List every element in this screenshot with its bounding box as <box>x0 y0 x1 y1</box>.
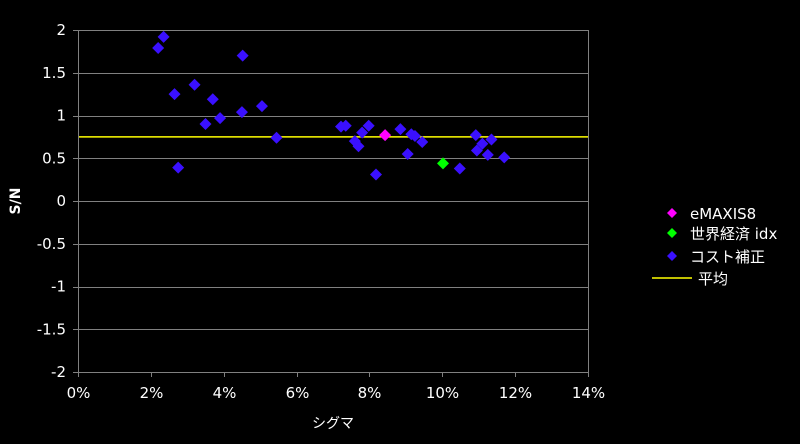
point-s2-19 <box>394 123 407 136</box>
point-s2-24 <box>453 162 466 175</box>
y-tick-labels: 2 1.5 1 0.5 0 -0.5 -1 -1.5 -2 <box>37 21 78 381</box>
point-s2-17 <box>362 119 375 132</box>
point-s2-27 <box>476 137 489 150</box>
point-s2-22 <box>408 130 421 143</box>
point-s2-0 <box>152 41 165 54</box>
legend: eMAXIS8 世界経済 idx コスト補正 平均 <box>652 205 777 288</box>
point-s2-11 <box>270 131 283 144</box>
point-s2-16 <box>356 126 369 139</box>
point-s0-0 <box>379 129 392 142</box>
legend-label-cost-adjusted: コスト補正 <box>690 248 765 266</box>
point-s2-20 <box>401 147 414 160</box>
y-tick-label-5: -0.5 <box>37 235 66 253</box>
point-s2-18 <box>369 168 382 181</box>
x-tick-label-0: 0% <box>67 384 91 402</box>
y-tick-label-4: 0 <box>56 192 66 210</box>
y-tick-label-0: 2 <box>56 21 66 39</box>
data-points <box>152 30 511 181</box>
x-tick-label-1: 2% <box>140 384 164 402</box>
y-tick-label-2: 1 <box>56 107 66 125</box>
y-tick-label-7: -1.5 <box>37 320 66 338</box>
point-s2-30 <box>498 151 511 164</box>
legend-label-average: 平均 <box>698 270 728 288</box>
y-tick-label-8: -2 <box>51 363 66 381</box>
point-s2-23 <box>416 136 429 149</box>
x-tick-label-4: 8% <box>358 384 382 402</box>
legend-marker-world-idx <box>667 228 677 238</box>
point-s2-7 <box>214 112 227 125</box>
x-tick-labels: 0% 2% 4% 6% 8% 10% 12% 14% <box>67 372 605 402</box>
point-s2-26 <box>470 144 483 157</box>
x-tick-label-7: 14% <box>572 384 605 402</box>
y-tick-label-3: 0.5 <box>42 149 66 167</box>
point-s2-28 <box>481 148 494 161</box>
legend-label-emaxis8: eMAXIS8 <box>690 205 756 223</box>
x-tick-label-6: 12% <box>499 384 532 402</box>
point-s1-0 <box>437 157 450 170</box>
x-tick-label-2: 4% <box>213 384 237 402</box>
x-tick-label-5: 10% <box>426 384 459 402</box>
x-axis-title: シグマ <box>312 416 354 432</box>
point-s2-5 <box>199 118 212 131</box>
point-s2-4 <box>188 78 201 91</box>
point-s2-1 <box>157 30 170 43</box>
y-axis-title: S/N <box>8 188 24 215</box>
plot-area-border <box>78 30 589 373</box>
point-s2-9 <box>236 49 249 62</box>
point-s2-29 <box>485 133 498 146</box>
point-s2-3 <box>172 161 185 174</box>
legend-label-world-idx: 世界経済 idx <box>690 225 777 243</box>
x-tick-label-3: 6% <box>286 384 310 402</box>
y-tick-label-1: 1.5 <box>42 64 66 82</box>
grid-lines <box>78 30 588 373</box>
point-s2-6 <box>206 93 219 106</box>
point-s2-2 <box>168 88 181 101</box>
point-s2-15 <box>352 140 365 153</box>
point-s2-13 <box>339 119 352 132</box>
legend-marker-emaxis8 <box>667 208 677 218</box>
point-s2-25 <box>469 129 482 142</box>
y-tick-label-6: -1 <box>51 278 66 296</box>
legend-marker-cost-adjusted <box>667 251 677 261</box>
point-s2-8 <box>235 106 248 119</box>
point-s2-10 <box>255 100 268 113</box>
